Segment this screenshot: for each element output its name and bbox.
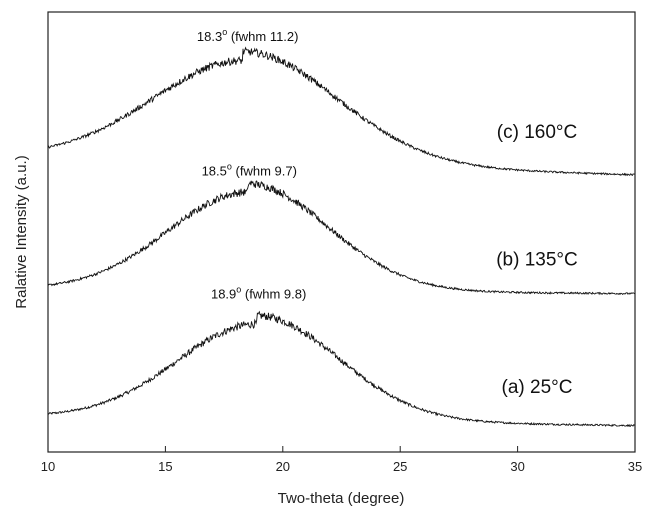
plot-frame — [47, 11, 636, 453]
x-axis-title: Two-theta (degree) — [278, 490, 405, 507]
y-axis-title: Ralative Intensity (a.u.) — [13, 155, 30, 308]
x-tick-label-20: 20 — [276, 459, 290, 474]
peak-annotation-0: 18.9o (fwhm 9.8) — [211, 285, 306, 302]
series-labels: (a) 25°C 18.9o (fwhm 9.8) (b) 135°C 18.5o (… — [197, 27, 578, 398]
trace-series-1 — [47, 180, 636, 296]
peak-annotation-2: 18.3o (fwhm 11.2) — [197, 27, 299, 44]
series-label-2: (c) 160°C — [497, 122, 577, 143]
x-ticks: 10 15 20 25 30 35 — [41, 446, 642, 474]
peak-annotation-1: 18.5o (fwhm 9.7) — [202, 161, 297, 178]
trace-series-0 — [47, 310, 636, 428]
x-tick-label-10: 10 — [41, 459, 55, 474]
x-tick-label-30: 30 — [510, 459, 524, 474]
x-tick-label-35: 35 — [628, 459, 642, 474]
trace-series-2 — [47, 46, 636, 177]
x-tick-label-15: 15 — [158, 459, 172, 474]
series-label-1: (b) 135°C — [496, 249, 578, 270]
series-label-0: (a) 25°C — [502, 377, 573, 398]
diffraction-traces — [47, 46, 636, 428]
x-tick-label-25: 25 — [393, 459, 407, 474]
